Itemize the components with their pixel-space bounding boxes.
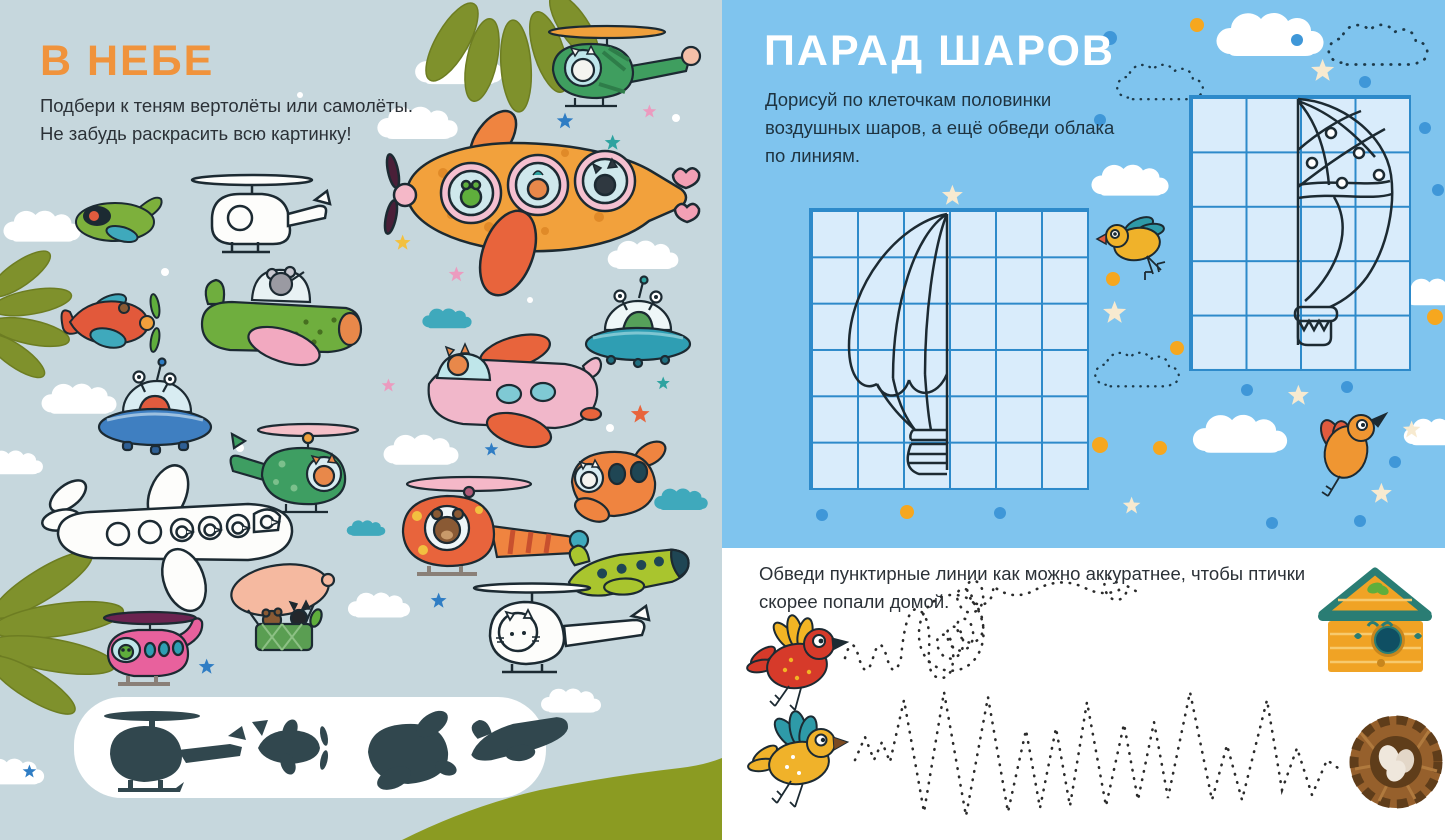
orange-helicopter-with-bear-icon [401,475,590,576]
left-instruction-line1: Подбери к теням вертолёты или самолёты. [40,95,413,116]
hill-icon [402,758,722,840]
tracing-illustration [746,567,1443,817]
chubby-plane-silhouette-icon [368,710,457,790]
blue-dots [816,31,1444,529]
green-helicopter-with-white-cat-icon [547,24,702,108]
peach-blimp-with-animals-icon [230,563,336,652]
white-helicopter-outline-icon [190,173,332,254]
balloon-grid-left[interactable] [809,208,1089,490]
right-instruction-line3: по линиям. [765,145,861,166]
bottom-instruction-line2: скорее попали домой. [759,591,950,612]
big-orange-plane-icon [383,109,701,297]
propeller-plane-silhouette-icon [252,719,329,775]
green-plane-with-mouse-icon [200,265,363,367]
jet-plane-silhouette-icon [471,717,568,762]
blue-ufo-icon [97,357,213,456]
zigzag-dotted-path-icon[interactable] [853,691,1340,817]
yellow-bird-icon [1095,216,1166,280]
balloon-parade-section [722,0,1445,548]
lime-jet-icon [567,544,690,597]
red-bird-icon [746,614,850,711]
pink-helicopter-icon [102,610,204,686]
right-instruction-line1: Дорисуй по клеточкам половинки [765,89,1052,110]
orange-chubby-plane-icon [570,440,667,523]
silhouette-panel [74,697,568,798]
right-instruction-line2: воздушных шаров, а ещё обведи облака [765,117,1115,138]
green-helicopter-with-cat-icon [229,422,360,514]
helicopter-silhouette-icon [104,711,246,792]
bottom-instruction-line1: Обведи пунктирные линии как можно аккура… [759,563,1306,584]
left-instruction-line2: Не забудь раскрасить всю картинку! [40,123,352,144]
birdhouse-icon [1318,567,1432,672]
orange-dots [900,18,1443,519]
orange-bird-icon [1320,411,1389,497]
half-balloon-right-icon [1293,97,1394,347]
tracing-section: Обведи пунктирные линии как можно аккура… [722,548,1445,840]
nest-with-eggs-icon [1349,715,1443,809]
page-title-right: ПАРАД ШАРОВ [764,27,1115,75]
teal-ufo-icon [584,275,692,369]
right-instructions: Дорисуй по клеточкам половинки воздушных… [765,86,1114,170]
left-instructions: Подбери к теням вертолёты или самолёты. … [40,92,413,148]
white-airplane-outline-icon [41,464,294,613]
bottom-instructions: Обведи пунктирные линии как можно аккура… [759,560,1305,616]
left-page: В НЕБЕ Подбери к теням вертолёты или сам… [0,0,722,840]
page-title-left: В НЕБЕ [40,37,215,85]
white-helicopter-cat-outline-icon [472,582,651,674]
balloon-section-decor [816,12,1445,529]
pink-plane-with-fox-icon [427,333,603,449]
plant-left-lower-icon [0,550,125,715]
yellow-bird-bottom-icon [747,710,850,808]
small-green-jet-icon [75,196,163,244]
plant-left-upper-icon [0,250,73,379]
right-page: Обведи пунктирные линии как можно аккура… [722,0,1445,840]
half-balloon-left-icon [847,212,949,476]
sky-illustration [0,0,722,840]
red-propeller-plane-icon [60,293,161,353]
